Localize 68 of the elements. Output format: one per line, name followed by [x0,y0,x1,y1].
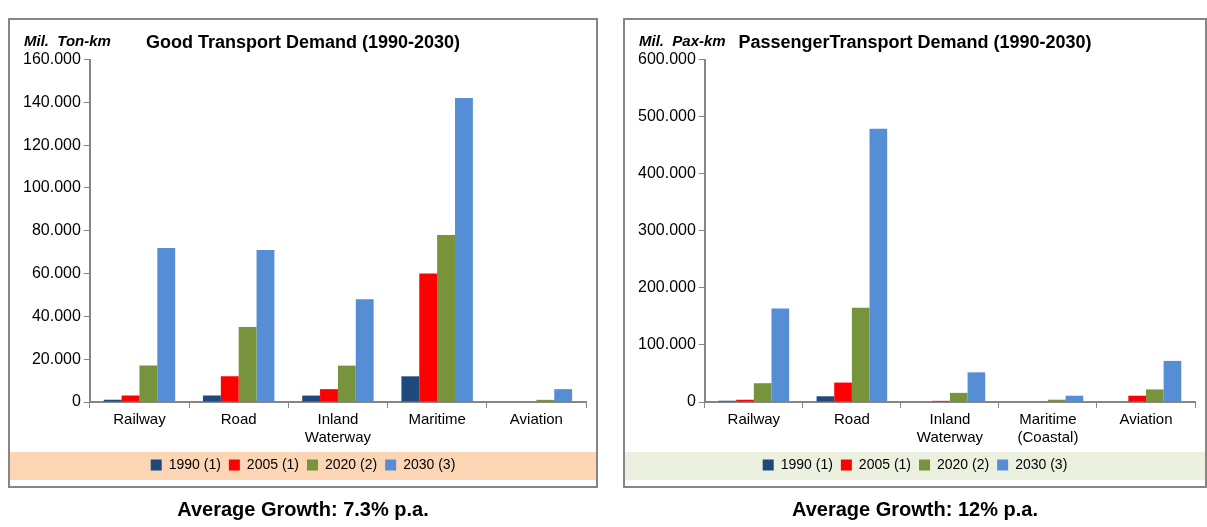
x-tick-label: Aviation [509,410,563,428]
y-tick-label: 160.000 [22,50,81,68]
y-tick-label: 100.000 [22,178,81,196]
y-tick-label: 100.000 [637,335,696,353]
x-tick-label: Maritime [408,410,466,428]
y-axis-title: Mil. Ton-km [24,32,111,50]
y-tick-label: 600.000 [637,50,696,68]
y-axis-title: Mil. Pax-km [639,32,726,50]
y-tick-label: 0 [686,392,696,410]
bar [320,389,338,402]
y-tick-label: 60.000 [31,264,81,282]
x-tick-label: Maritime (Coastal) [1017,410,1079,446]
legend-label: 2020 (2) [325,455,378,472]
y-tick-label: 400.000 [637,164,696,182]
bar [419,273,438,402]
bar [355,299,374,402]
bar [401,376,420,402]
x-tick-label: Road [833,410,870,428]
chart-title: Good Transport Demand (1990-2030) [145,31,461,52]
bar [1065,395,1084,402]
bar [834,382,852,402]
y-tick-label: 0 [71,392,81,410]
legend-label: 1990 (1) [780,455,833,472]
x-tick-label: Railway [727,410,781,428]
bar [949,392,968,402]
bar [302,395,321,402]
x-tick-label: Inland Waterway [916,410,984,446]
bar [753,383,772,402]
y-tick-label: 140.000 [22,92,81,110]
bar [337,365,356,402]
bar [869,128,888,402]
chart-title: PassengerTransport Demand (1990-2030) [738,31,1092,52]
y-tick-label: 200.000 [637,278,696,296]
legend-label: 2020 (2) [937,455,990,472]
x-tick-label: Aviation [1119,410,1173,428]
bar [238,327,257,402]
bar [437,235,456,402]
bar [1128,395,1146,402]
y-tick-label: 40.000 [31,306,81,324]
bar [256,250,275,402]
legend-label: 2030 (3) [403,455,456,472]
x-tick-label: Railway [113,410,167,428]
bar [1163,360,1182,402]
bar [771,308,790,402]
bar [1145,389,1164,402]
bar [851,307,870,402]
bar [157,247,176,402]
bar [967,372,986,402]
bar [202,395,221,402]
y-tick-label: 20.000 [31,349,81,367]
bar [220,376,239,402]
x-tick-label: Road [220,410,257,428]
bar [554,389,573,402]
text: Average Growth: 7.3% p.a. [176,498,430,521]
y-tick-label: 300.000 [637,221,696,239]
legend-label: 2030 (3) [1015,455,1068,472]
text: Average Growth: 12% p.a. [791,498,1039,521]
bar [139,365,158,402]
legend-label: 2005 (1) [246,455,300,472]
bar [816,396,835,402]
y-tick-label: 120.000 [22,135,81,153]
y-tick-label: 500.000 [637,107,696,125]
y-tick-label: 80.000 [31,221,81,239]
x-tick-label: Inland Waterway [304,410,372,446]
bar [455,98,473,402]
legend-label: 2005 (1) [858,455,912,472]
legend-label: 1990 (1) [168,455,221,472]
bar [121,395,140,402]
